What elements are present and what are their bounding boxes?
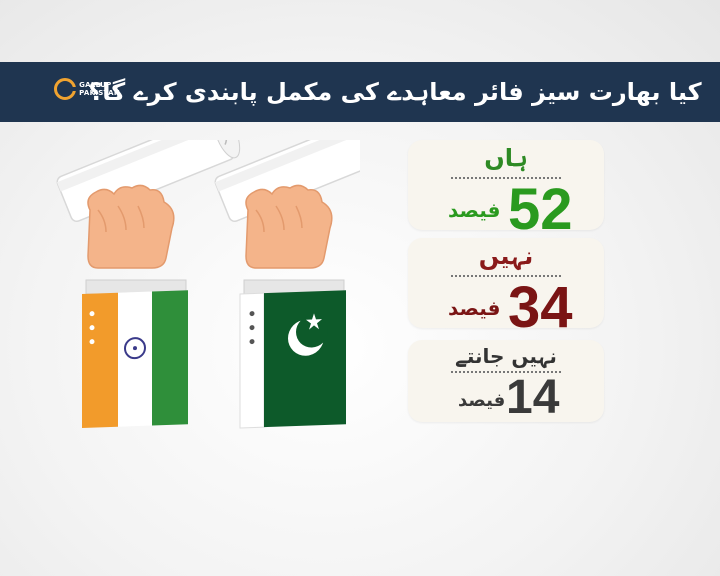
result-value-dont-know: 14 <box>506 371 560 424</box>
result-value-no: 34 <box>508 275 573 340</box>
gallup-pakistan-logo: GALLUP PAKISTAN <box>54 78 120 100</box>
india-flag-sleeve-hand-holding-scroll-icon <box>56 140 241 428</box>
illustration <box>56 140 360 429</box>
result-label-dont-know: نہیں جانتے <box>455 344 557 368</box>
dotted-divider <box>451 371 561 373</box>
header-banner: GALLUP PAKISTAN کیا بھارت سیز فائر معاہد… <box>0 62 720 122</box>
result-card-yes: ہاں 52 فیصد <box>408 140 604 242</box>
result-card-dont-know: نہیں جانتے 14 فیصد <box>408 340 604 424</box>
result-card-no: نہیں 34 فیصد <box>408 238 604 340</box>
result-value-yes: 52 <box>508 177 573 242</box>
logo-text-line2: PAKISTAN <box>79 89 120 97</box>
question-title: کیا بھارت سیز فائر معاہدے کی مکمل پابندی… <box>88 78 702 106</box>
pakistan-flag-sleeve-hand-holding-scroll-icon <box>214 140 360 429</box>
result-label-yes: ہاں <box>484 144 528 172</box>
logo-text-line1: GALLUP <box>79 81 112 89</box>
dotted-divider <box>451 177 561 179</box>
dotted-divider <box>451 275 561 277</box>
gallup-logo-mark-icon <box>54 78 77 100</box>
result-label-no: نہیں <box>478 242 534 270</box>
result-unit-dont-know: فیصد <box>458 390 506 411</box>
result-unit-yes: فیصد <box>448 198 501 222</box>
result-unit-no: فیصد <box>448 296 501 320</box>
